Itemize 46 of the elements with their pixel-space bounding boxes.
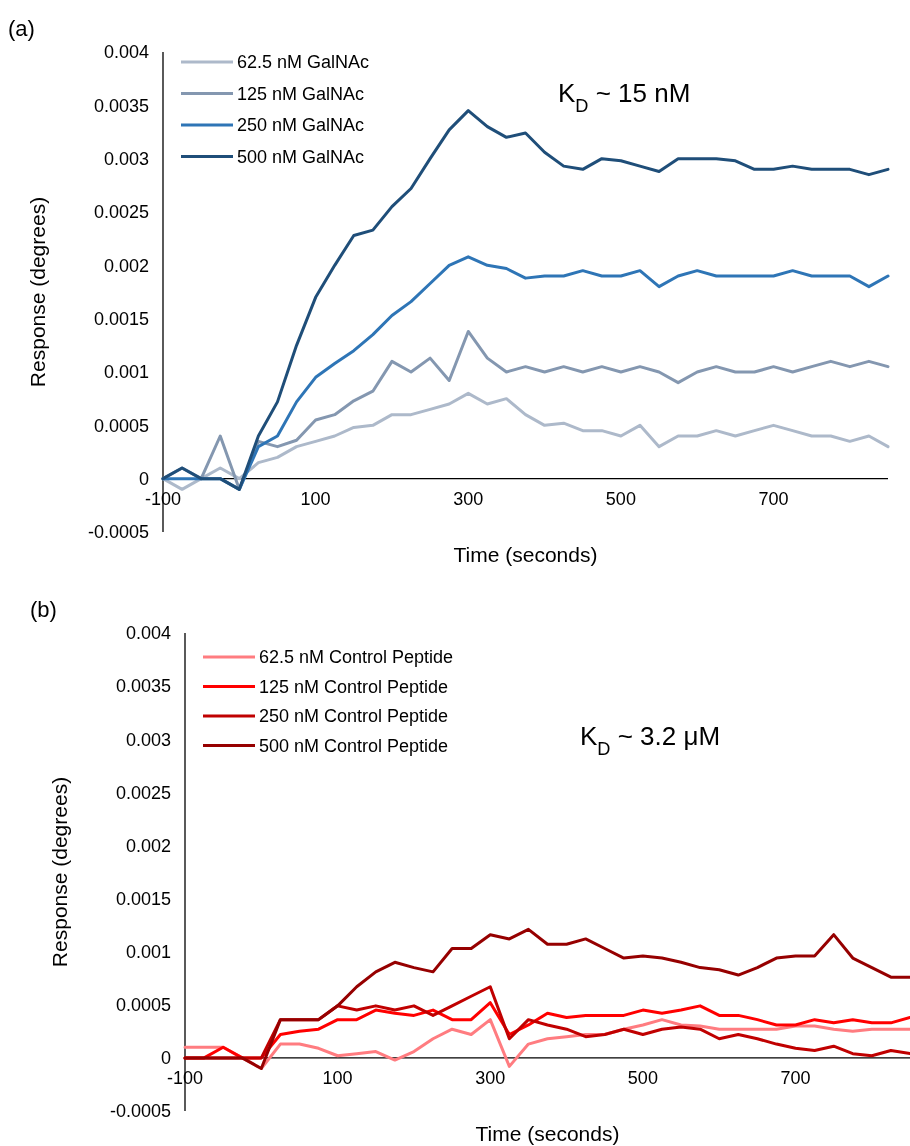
x-tick-label: 700	[758, 488, 789, 509]
line-series	[161, 391, 890, 491]
legend-label: 62.5 nM Control Peptide	[259, 647, 454, 668]
y-axis-title: Response (degrees)	[48, 776, 71, 968]
y-tick-label: 0.0035	[115, 676, 171, 697]
y-tick-label: 0.0015	[115, 888, 171, 909]
legend-label: 62.5 nM GalNAc	[237, 52, 370, 73]
y-tick-label: 0.003	[103, 148, 149, 169]
y-tick-label: 0.002	[103, 255, 149, 276]
x-tick-label: 500	[627, 1067, 658, 1088]
y-tick-label: 0	[160, 1048, 171, 1069]
x-tick-label: 100	[300, 488, 331, 509]
y-tick-label: -0.0005	[87, 522, 149, 543]
y-tick-label: 0.001	[125, 941, 171, 962]
x-tick-label: 300	[475, 1067, 506, 1088]
x-tick-label: 100	[322, 1067, 353, 1088]
legend-label: 125 nM GalNAc	[237, 83, 365, 104]
annotation: K$_{D}$ ~ 15 nM	[558, 78, 691, 116]
y-tick-label: 0.0015	[93, 308, 149, 329]
legend-label: 500 nM GalNAc	[237, 146, 365, 167]
y-tick-label: 0.0035	[93, 95, 149, 116]
y-tick-label: 0	[138, 468, 149, 489]
chart-title: (b)	[30, 597, 57, 622]
legend-label: 250 nM GalNAc	[237, 115, 365, 136]
x-axis-title: Time (seconds)	[475, 1122, 620, 1145]
y-tick-label: 0.0005	[115, 995, 171, 1016]
line-series	[183, 927, 910, 1071]
y-axis-title: Response (degrees)	[26, 196, 49, 388]
y-tick-label: 0.001	[103, 362, 149, 383]
x-tick-label: 700	[780, 1067, 811, 1088]
legend-label: 500 nM Control Peptide	[259, 735, 449, 756]
legend-label: 125 nM Control Peptide	[259, 676, 449, 697]
y-tick-label: 0.003	[125, 729, 171, 750]
x-tick-label: 500	[605, 488, 636, 509]
y-tick-label: 0.004	[103, 42, 149, 63]
y-tick-label: 0.002	[125, 835, 171, 856]
y-tick-label: -0.0005	[109, 1101, 171, 1122]
annotation: K$_{D}$ ~ 3.2 μM	[580, 721, 721, 759]
x-tick-label: 300	[453, 488, 484, 509]
y-tick-label: 0.0005	[93, 415, 149, 436]
x-axis-title: Time (seconds)	[453, 543, 598, 566]
y-tick-label: 0.004	[125, 623, 171, 644]
legend-label: 250 nM Control Peptide	[259, 706, 449, 727]
chart-title: (a)	[8, 16, 35, 41]
y-tick-label: 0.0025	[115, 782, 171, 803]
y-tick-label: 0.0025	[93, 202, 149, 223]
